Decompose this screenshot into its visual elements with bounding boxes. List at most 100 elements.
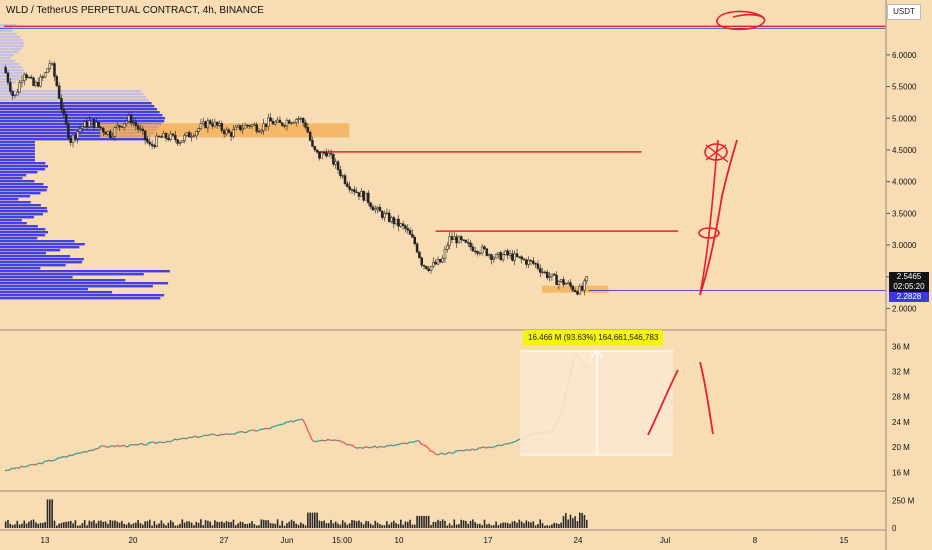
indicator-segment	[516, 439, 520, 442]
volume-bar	[111, 520, 114, 528]
candle-body	[104, 131, 107, 135]
candle-body	[197, 128, 200, 132]
candle-body	[562, 279, 565, 285]
volume-bar	[69, 520, 72, 528]
candle-body	[208, 120, 212, 124]
volume-bar	[21, 523, 23, 528]
volume-bar	[532, 521, 535, 528]
volume-bar	[76, 525, 79, 528]
volume-bar	[141, 524, 144, 528]
candle-body	[339, 169, 342, 176]
time-axis[interactable]: 13 20 27 Jun 15:00 10 17 24 Jul 8 15	[41, 536, 849, 545]
hand-drawings[interactable]	[647, 10, 766, 436]
volume-bar	[58, 523, 60, 528]
volume-bar	[316, 512, 318, 528]
candle-body	[420, 257, 423, 266]
volume-bar	[530, 522, 532, 528]
indicator-segment	[18, 465, 22, 469]
volume-bar	[337, 523, 339, 528]
indicator-segment	[388, 444, 392, 447]
indicator-segment	[109, 444, 113, 448]
candle-body	[188, 132, 191, 138]
profile-row	[0, 216, 34, 219]
indicator-segment	[318, 439, 322, 442]
profile-row	[0, 246, 80, 249]
indicator-segment	[295, 419, 299, 422]
last-price-tag: 2.5465 02:05:20	[889, 272, 929, 292]
candle-body	[218, 123, 221, 126]
candle-body	[471, 246, 475, 252]
candle-body	[536, 263, 540, 269]
indicator-segment	[69, 454, 73, 457]
indicator-segment	[55, 457, 59, 461]
candle-body	[227, 129, 231, 133]
candle-body	[162, 132, 165, 138]
indicator-segment	[218, 433, 222, 437]
volume-bar	[4, 521, 7, 528]
volume-bar	[327, 523, 330, 528]
volume-bar	[148, 519, 151, 528]
candle-body	[204, 121, 207, 129]
candle-body	[181, 140, 184, 143]
volume-bars	[4, 499, 588, 528]
currency-badge[interactable]: USDT	[887, 4, 921, 20]
indicator-segment	[441, 452, 445, 456]
candle-body	[367, 192, 370, 204]
volume-bar	[218, 522, 221, 528]
indicator-segment	[262, 427, 266, 430]
candle-body	[136, 125, 140, 130]
candle-body	[239, 125, 242, 131]
indicator-segment	[304, 422, 308, 429]
indicator-segment	[439, 452, 443, 455]
volume-bar	[416, 515, 418, 528]
candle-body	[83, 121, 86, 128]
candle-body	[167, 138, 170, 140]
candle-body	[487, 254, 491, 256]
profile-row	[0, 198, 19, 201]
indicator-segment	[283, 421, 287, 425]
candle-body	[283, 125, 286, 127]
volume-bar	[144, 521, 146, 528]
candle-body	[148, 141, 152, 145]
indicator-segment	[46, 459, 50, 462]
candle-body	[513, 253, 516, 261]
candle-body	[469, 242, 472, 248]
volume-bar	[492, 525, 495, 528]
volume-bar	[404, 521, 407, 528]
volume-bar	[25, 523, 28, 528]
profile-row	[0, 87, 14, 90]
volume-bar	[158, 523, 160, 528]
volume-bar	[527, 521, 530, 528]
candle-body	[320, 152, 324, 159]
volume-bar	[300, 522, 302, 528]
indicator-segment	[258, 428, 261, 432]
volume-bar	[467, 523, 470, 528]
volume-bar	[523, 523, 525, 528]
indicator-segment	[483, 446, 487, 449]
volume-bar	[323, 520, 325, 528]
profile-row	[0, 141, 35, 144]
candle-body	[322, 152, 326, 154]
horizontal-levels[interactable]	[0, 25, 886, 291]
volume-bar	[30, 520, 33, 528]
candle-body	[415, 243, 419, 253]
volume-bar	[132, 523, 135, 528]
profile-row	[0, 213, 44, 216]
candle-body	[401, 223, 405, 226]
indicator-segment	[176, 438, 180, 441]
volume-bar	[418, 515, 421, 528]
candle-body	[236, 125, 240, 128]
chart-title: WLD / TetherUS PERPETUAL CONTRACT, 4h, B…	[6, 5, 264, 16]
indicator-segment	[11, 467, 15, 470]
indicator-segment	[127, 444, 131, 448]
volume-bar	[190, 522, 193, 528]
measure-tool[interactable]	[520, 348, 673, 456]
volume-bar	[65, 521, 67, 528]
candle-body	[411, 234, 414, 238]
volume-bar	[251, 521, 253, 528]
volume-bar	[130, 524, 132, 528]
volume-bar	[360, 522, 363, 528]
volume-bar	[176, 525, 179, 528]
volume-bar	[207, 520, 209, 528]
